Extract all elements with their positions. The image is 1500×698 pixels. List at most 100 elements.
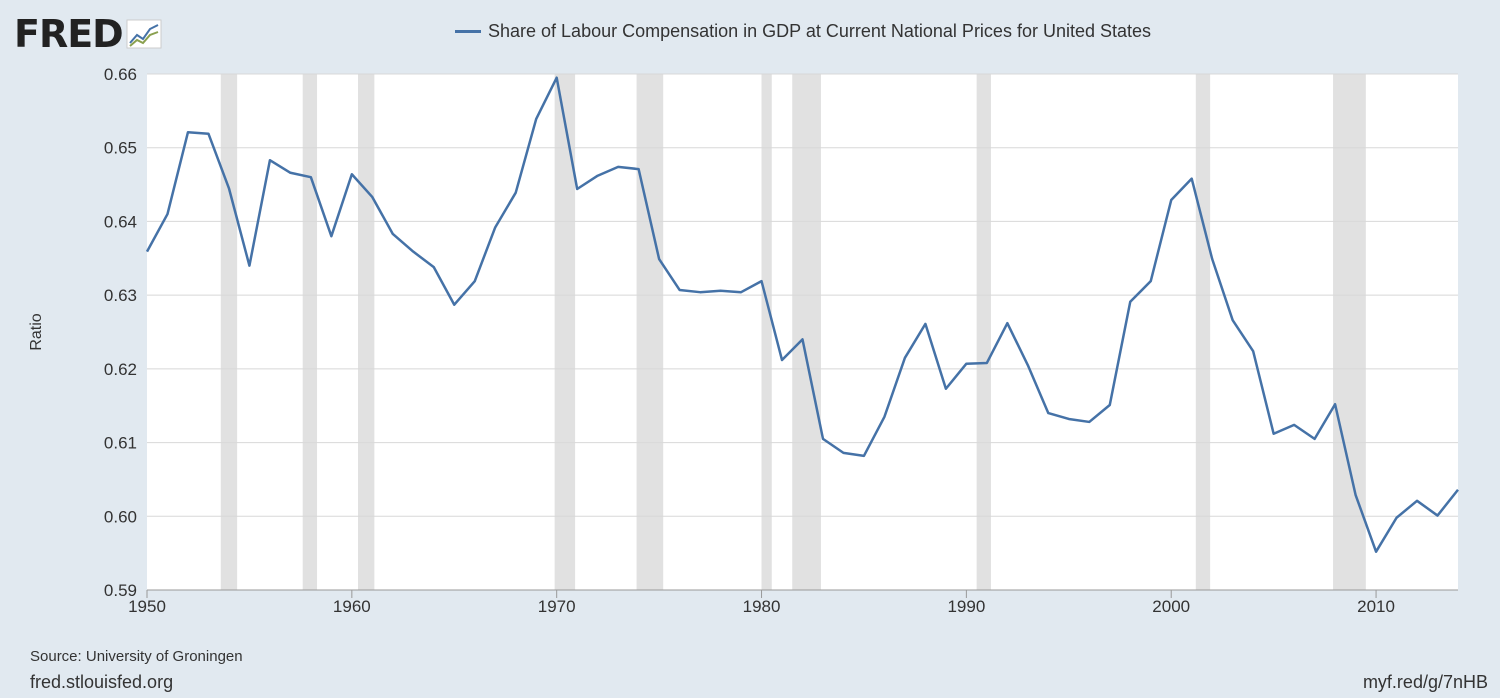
data-point[interactable] bbox=[206, 132, 210, 136]
data-point[interactable] bbox=[227, 186, 231, 190]
fred-logo[interactable]: FRED bbox=[14, 12, 162, 56]
y-tick-label: 0.64 bbox=[104, 212, 137, 231]
y-tick-label: 0.60 bbox=[104, 507, 137, 526]
data-point[interactable] bbox=[288, 171, 292, 175]
data-point[interactable] bbox=[944, 387, 948, 391]
data-point[interactable] bbox=[309, 175, 313, 179]
data-point[interactable] bbox=[760, 279, 764, 283]
data-point[interactable] bbox=[1231, 318, 1235, 322]
data-point[interactable] bbox=[534, 117, 538, 121]
legend-label: Share of Labour Compensation in GDP at C… bbox=[488, 21, 1152, 41]
data-point[interactable] bbox=[739, 290, 743, 294]
data-point[interactable] bbox=[719, 289, 723, 293]
data-point[interactable] bbox=[1374, 550, 1378, 554]
data-point[interactable] bbox=[862, 454, 866, 458]
data-point[interactable] bbox=[882, 415, 886, 419]
data-point[interactable] bbox=[923, 322, 927, 326]
data-point[interactable] bbox=[596, 174, 600, 178]
data-point[interactable] bbox=[165, 212, 169, 216]
data-point[interactable] bbox=[841, 451, 845, 455]
data-point[interactable] bbox=[575, 187, 579, 191]
y-tick-label: 0.63 bbox=[104, 286, 137, 305]
data-point[interactable] bbox=[186, 130, 190, 134]
recession-band bbox=[792, 74, 821, 590]
data-point[interactable] bbox=[1169, 198, 1173, 202]
y-tick-label: 0.62 bbox=[104, 360, 137, 379]
y-tick-label: 0.65 bbox=[104, 139, 137, 158]
data-point[interactable] bbox=[1190, 177, 1194, 181]
data-point[interactable] bbox=[555, 76, 559, 80]
recession-band bbox=[554, 74, 576, 590]
chart-legend: Share of Labour Compensation in GDP at C… bbox=[455, 21, 1151, 42]
recession-band bbox=[636, 74, 664, 590]
x-tick-label: 1990 bbox=[947, 597, 985, 616]
data-point[interactable] bbox=[247, 264, 251, 268]
recession-band bbox=[1333, 74, 1366, 590]
data-point[interactable] bbox=[1436, 514, 1440, 518]
data-point[interactable] bbox=[493, 225, 497, 229]
data-point[interactable] bbox=[1292, 423, 1296, 427]
data-point[interactable] bbox=[329, 234, 333, 238]
data-point[interactable] bbox=[1026, 363, 1030, 367]
legend-swatch bbox=[455, 30, 481, 33]
data-point[interactable] bbox=[678, 288, 682, 292]
data-point[interactable] bbox=[1395, 516, 1399, 520]
short-url-link[interactable]: myf.red/g/7nHB bbox=[1362, 672, 1488, 692]
data-point[interactable] bbox=[1067, 417, 1071, 421]
data-point[interactable] bbox=[616, 165, 620, 169]
recession-band bbox=[302, 74, 318, 590]
line-chart: 0.59 0.60 0.61 0.62 0.63 0.64 0.65 0.66 1950 1960… bbox=[28, 65, 1460, 616]
recession-band bbox=[1195, 74, 1211, 590]
data-point[interactable] bbox=[637, 167, 641, 171]
data-point[interactable] bbox=[268, 158, 272, 162]
data-point[interactable] bbox=[1149, 279, 1153, 283]
data-point[interactable] bbox=[780, 358, 784, 362]
data-point[interactable] bbox=[1313, 437, 1317, 441]
data-point[interactable] bbox=[391, 232, 395, 236]
data-point[interactable] bbox=[473, 279, 477, 283]
data-point[interactable] bbox=[1415, 499, 1419, 503]
data-point[interactable] bbox=[370, 195, 374, 199]
recession-band bbox=[357, 74, 375, 590]
data-point[interactable] bbox=[514, 191, 518, 195]
recession-band bbox=[761, 74, 772, 590]
data-point[interactable] bbox=[145, 250, 149, 254]
data-point[interactable] bbox=[1108, 403, 1112, 407]
x-tick-label: 1960 bbox=[333, 597, 371, 616]
data-point[interactable] bbox=[452, 303, 456, 307]
data-point[interactable] bbox=[657, 257, 661, 261]
site-link[interactable]: fred.stlouisfed.org bbox=[30, 672, 174, 692]
data-point[interactable] bbox=[1456, 488, 1460, 492]
data-point[interactable] bbox=[801, 337, 805, 341]
x-tick-label: 2000 bbox=[1152, 597, 1190, 616]
data-point[interactable] bbox=[903, 356, 907, 360]
data-point[interactable] bbox=[1251, 349, 1255, 353]
x-tick-label: 2010 bbox=[1357, 597, 1395, 616]
data-point[interactable] bbox=[1005, 321, 1009, 325]
data-point[interactable] bbox=[1046, 411, 1050, 415]
data-point[interactable] bbox=[432, 265, 436, 269]
data-point[interactable] bbox=[985, 361, 989, 365]
x-tick-label: 1980 bbox=[743, 597, 781, 616]
chart-logo-icon bbox=[126, 19, 162, 49]
y-tick-label: 0.61 bbox=[104, 434, 137, 453]
data-point[interactable] bbox=[1354, 493, 1358, 497]
recession-band bbox=[220, 74, 238, 590]
data-point[interactable] bbox=[964, 362, 968, 366]
data-point[interactable] bbox=[1087, 420, 1091, 424]
logo-text: FRED bbox=[14, 12, 124, 56]
data-point[interactable] bbox=[1333, 402, 1337, 406]
data-point[interactable] bbox=[1128, 300, 1132, 304]
data-point[interactable] bbox=[698, 290, 702, 294]
y-tick-label: 0.59 bbox=[104, 581, 137, 600]
data-point[interactable] bbox=[1210, 257, 1214, 261]
y-axis-label: Ratio bbox=[28, 313, 45, 350]
source-note: Source: University of Groningen bbox=[30, 648, 243, 665]
recession-band bbox=[976, 74, 991, 590]
x-tick-label: 1950 bbox=[128, 597, 166, 616]
data-point[interactable] bbox=[350, 172, 354, 176]
data-point[interactable] bbox=[1272, 432, 1276, 436]
data-point[interactable] bbox=[411, 250, 415, 254]
x-tick-label: 1970 bbox=[538, 597, 576, 616]
data-point[interactable] bbox=[821, 437, 825, 441]
